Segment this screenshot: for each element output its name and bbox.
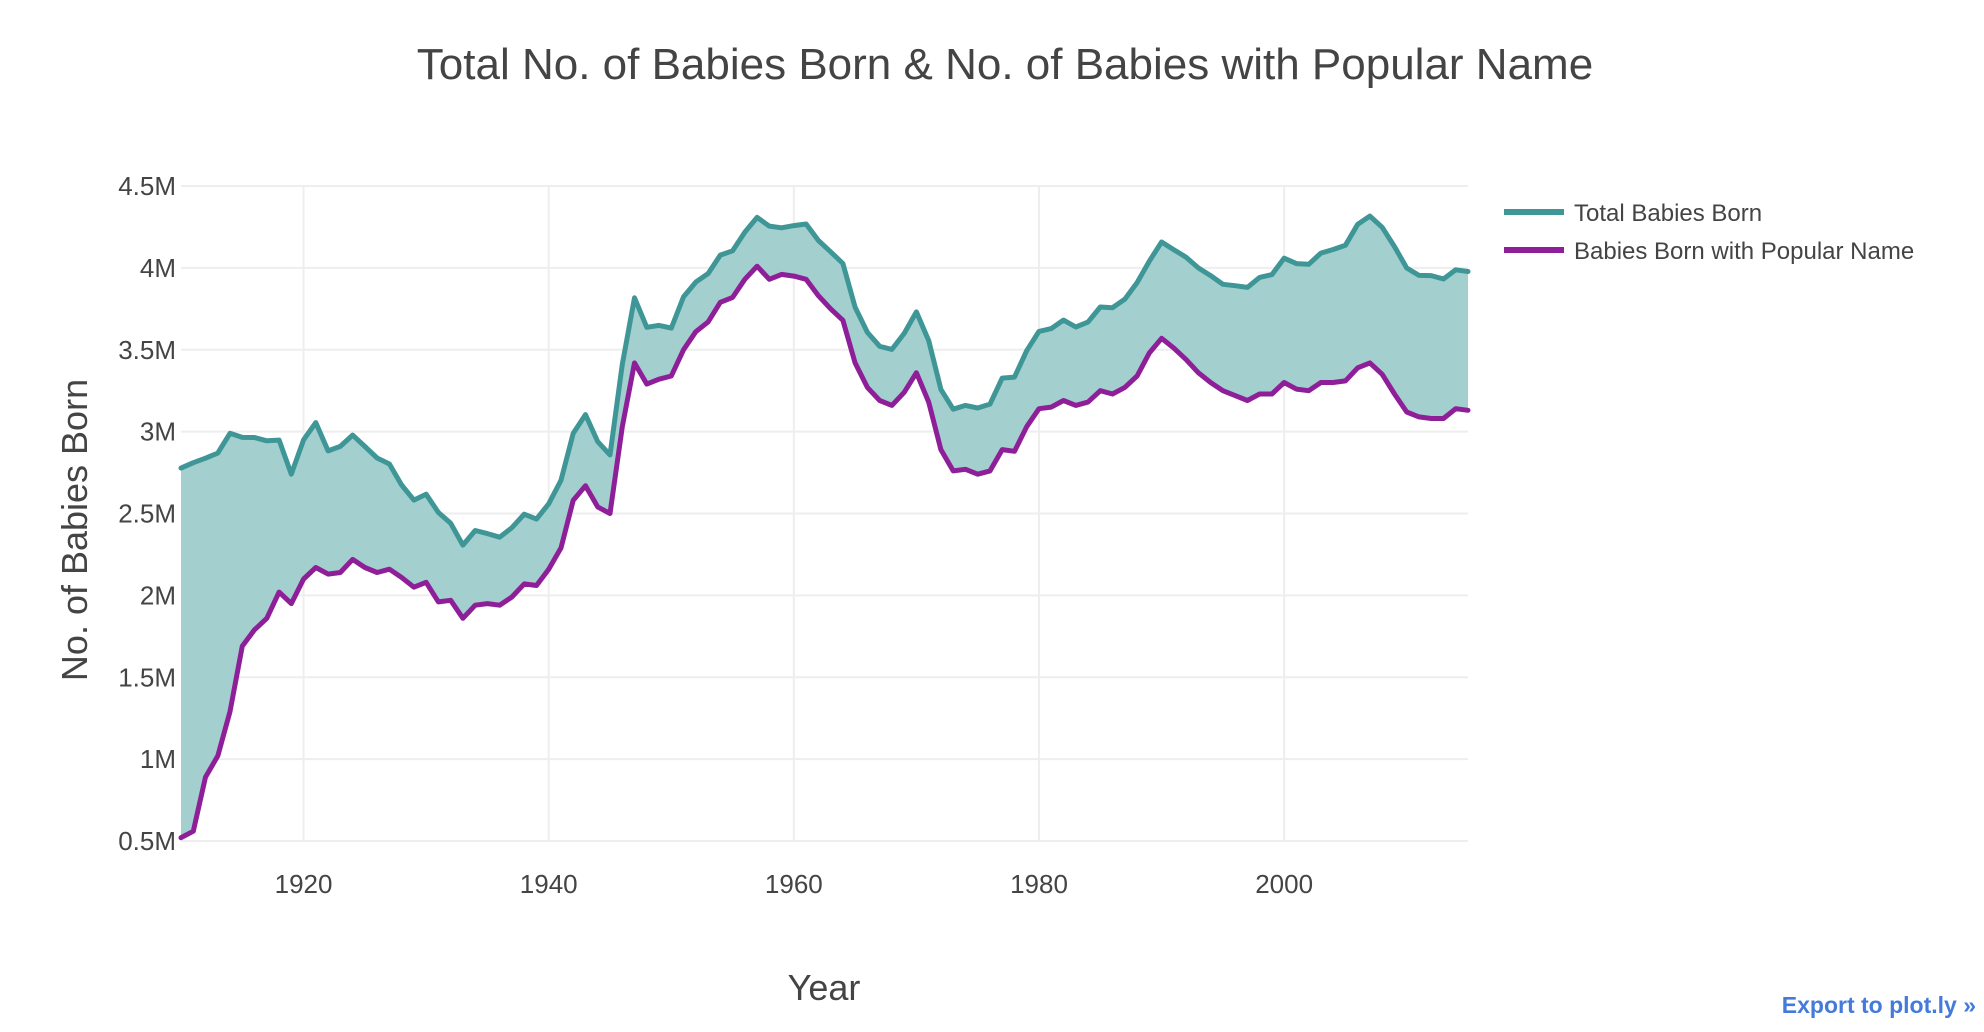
y-tick-label: 1.5M	[118, 662, 176, 692]
x-tick-label: 2000	[1255, 869, 1313, 899]
legend-item[interactable]: Babies Born with Popular Name	[1504, 238, 1914, 265]
x-tick-label: 1920	[275, 869, 333, 899]
y-tick-labels: 0.5M 1M 1.5M 2M 2.5M 3M 3.5M 4M 4.5M	[118, 171, 176, 856]
export-to-plotly-link[interactable]: Export to plot.ly »	[1781, 992, 1976, 1018]
legend-label: Total Babies Born	[1574, 200, 1762, 227]
x-tick-labels: 1920 1940 1960 1980 2000	[275, 869, 1313, 899]
series-lines	[178, 213, 1471, 841]
fill-between-area	[181, 216, 1468, 838]
y-axis-title: No. of Babies Born	[54, 379, 95, 681]
y-tick-label: 1M	[140, 744, 176, 774]
legend-label: Babies Born with Popular Name	[1574, 238, 1914, 265]
legend-item[interactable]: Total Babies Born	[1504, 200, 1762, 227]
x-axis-title: Year	[788, 967, 861, 1008]
total-babies-line	[178, 213, 1471, 548]
x-tick-label: 1980	[1010, 869, 1068, 899]
popular-name-line	[178, 263, 1471, 841]
legend[interactable]: Total Babies Born Babies Born with Popula…	[1504, 200, 1914, 265]
y-tick-label: 3M	[140, 417, 176, 447]
y-tick-label: 2M	[140, 580, 176, 610]
y-tick-label: 0.5M	[118, 826, 176, 856]
y-tick-label: 4M	[140, 253, 176, 283]
y-tick-label: 4.5M	[118, 171, 176, 201]
x-tick-label: 1940	[520, 869, 578, 899]
x-tick-label: 1960	[765, 869, 823, 899]
chart-title: Total No. of Babies Born & No. of Babies…	[417, 40, 1593, 89]
y-tick-label: 2.5M	[118, 499, 176, 529]
y-tick-label: 3.5M	[118, 335, 176, 365]
